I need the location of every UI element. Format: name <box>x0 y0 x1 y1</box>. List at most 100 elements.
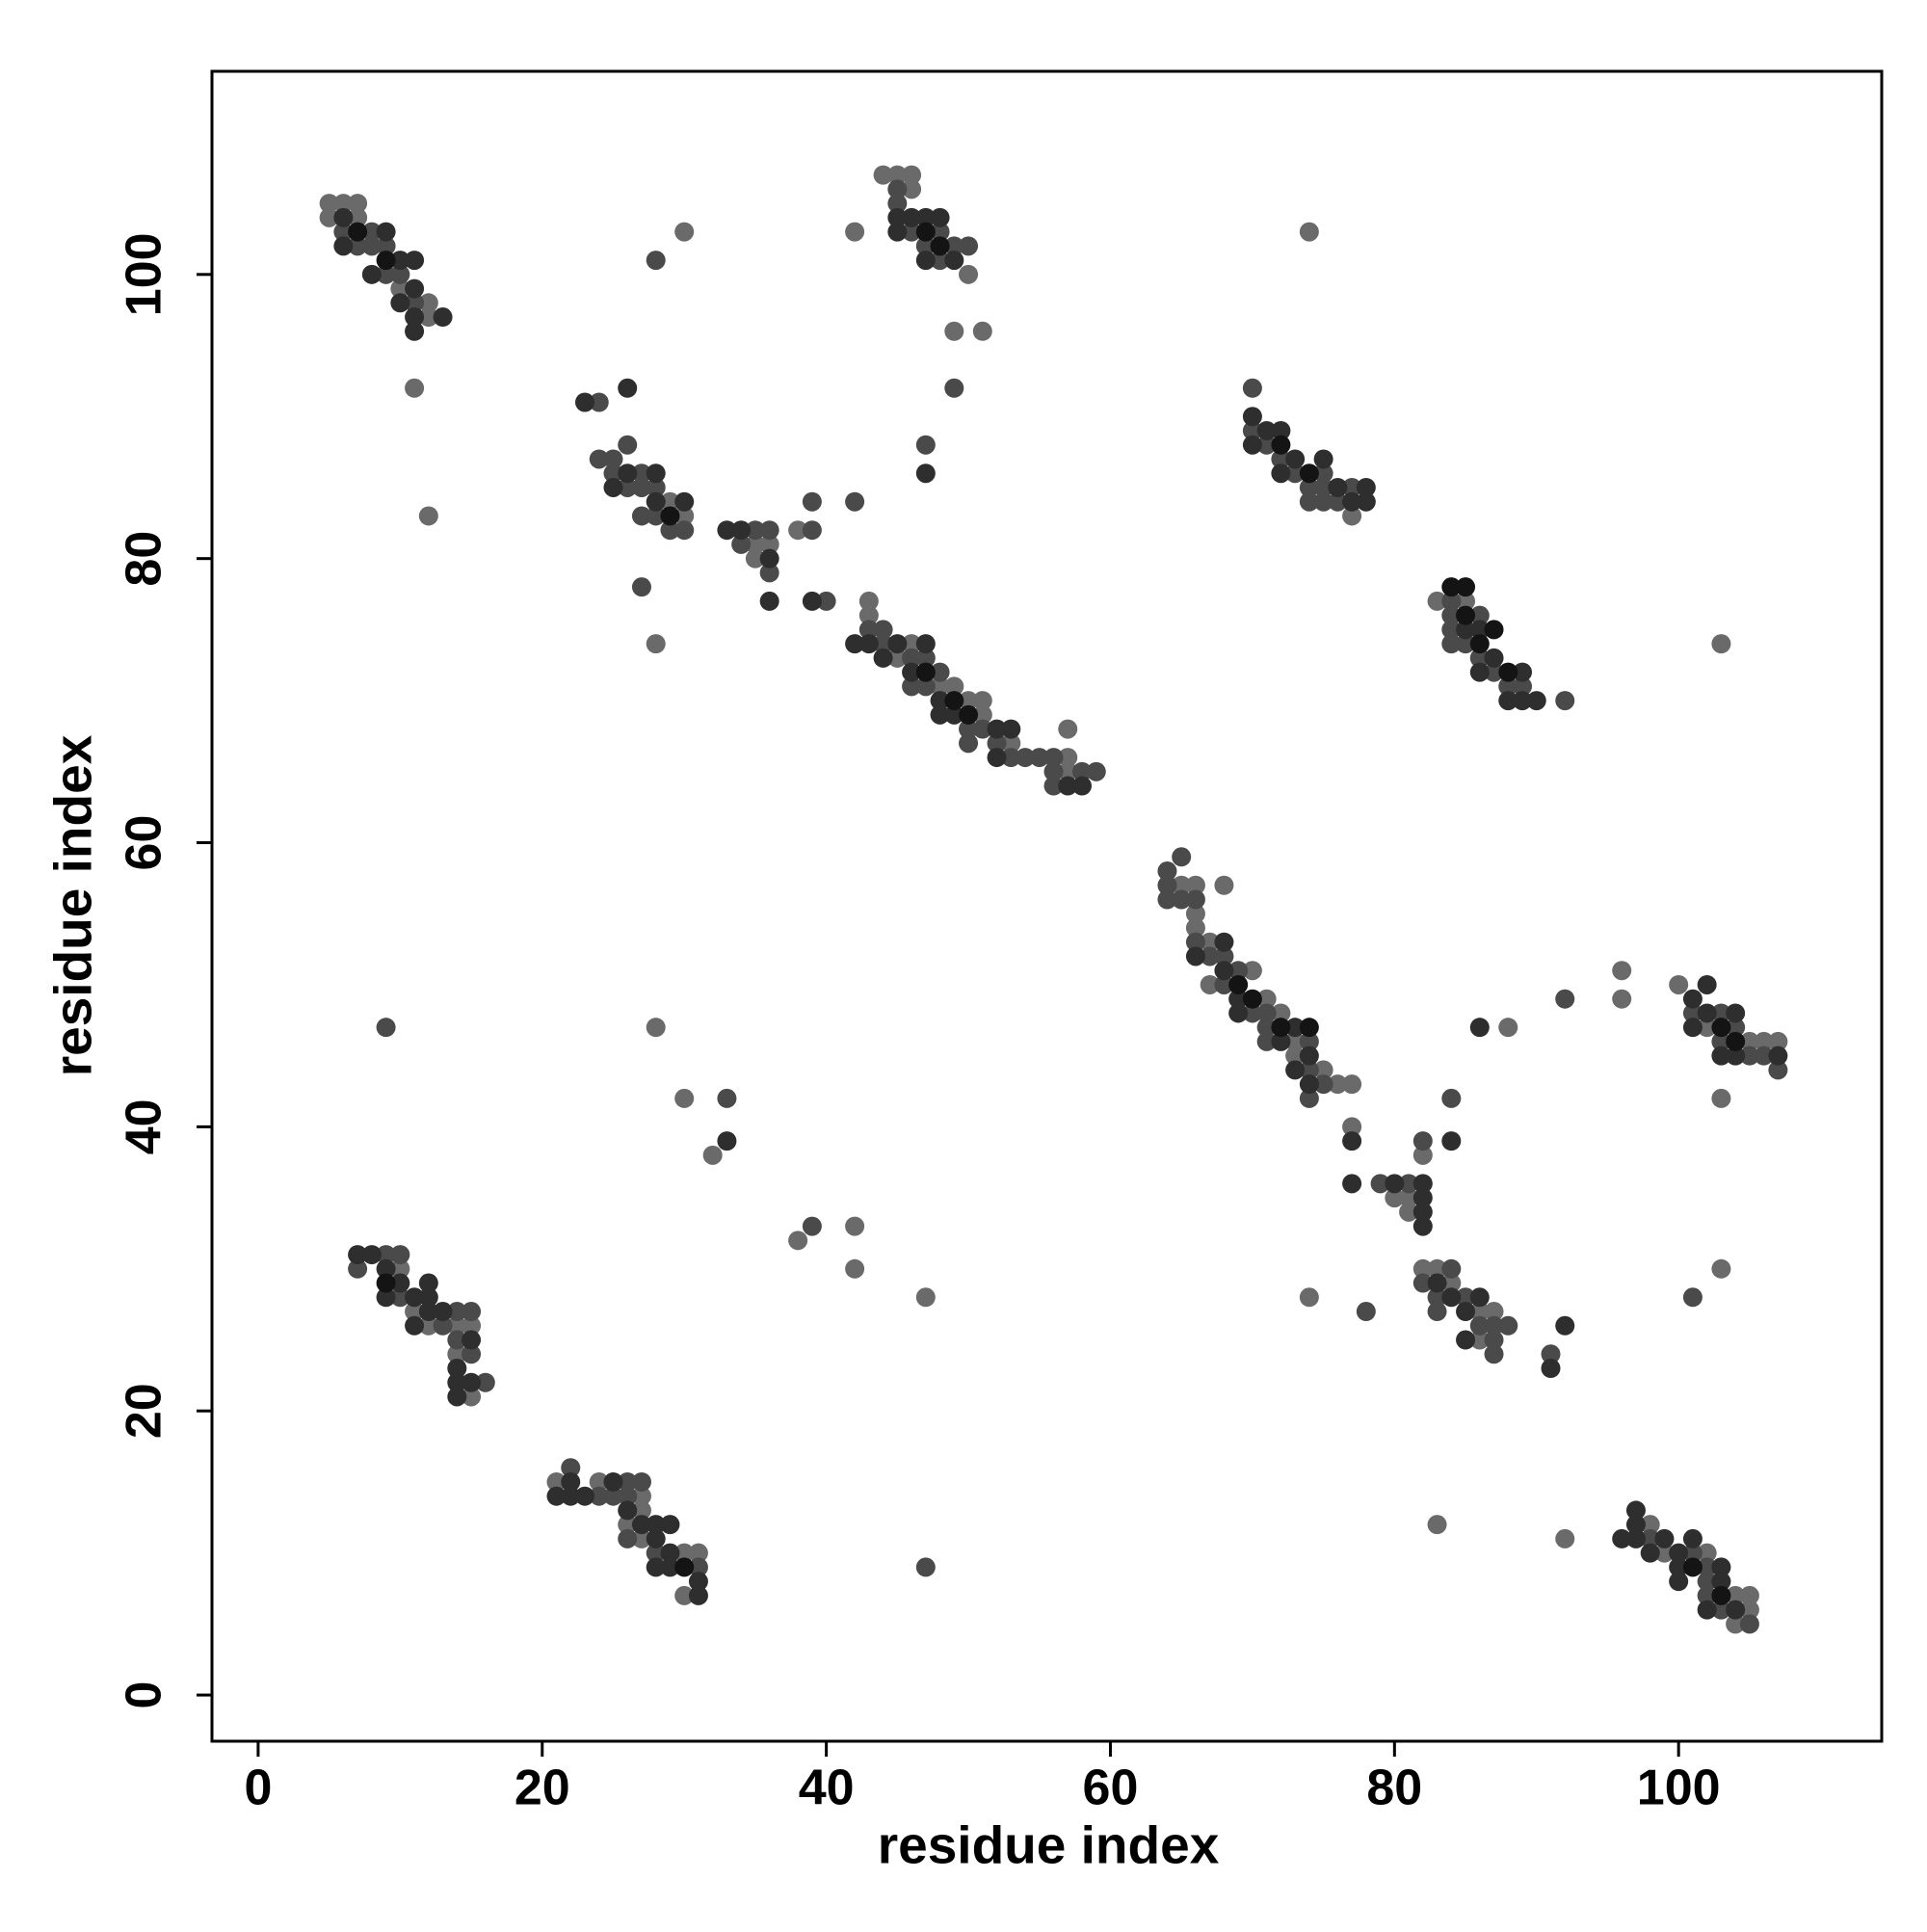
point <box>915 648 936 668</box>
point <box>1697 974 1717 994</box>
point <box>1185 904 1205 924</box>
point <box>674 1088 695 1108</box>
point <box>1711 1585 1731 1605</box>
point <box>405 378 425 398</box>
point <box>1200 946 1220 966</box>
point <box>1029 748 1049 768</box>
point <box>959 691 979 711</box>
point <box>418 1315 438 1336</box>
point <box>1242 961 1262 981</box>
point <box>788 520 808 541</box>
point <box>1299 1045 1319 1066</box>
point <box>731 534 752 554</box>
point <box>759 548 779 569</box>
point <box>1469 1018 1490 1038</box>
point <box>405 1302 425 1322</box>
point <box>1256 989 1277 1009</box>
point <box>1682 1018 1703 1038</box>
point <box>1726 1614 1746 1634</box>
point <box>462 1330 482 1350</box>
point <box>858 591 879 611</box>
point <box>589 392 609 412</box>
point <box>1342 1174 1362 1194</box>
point <box>1726 1585 1746 1605</box>
point <box>1739 1585 1759 1605</box>
point <box>631 477 651 497</box>
point <box>1001 719 1021 739</box>
point <box>1271 420 1291 440</box>
point <box>1313 1074 1333 1095</box>
point <box>1441 1258 1462 1279</box>
point <box>788 1231 808 1251</box>
point <box>1541 1359 1561 1379</box>
point <box>1484 1344 1504 1364</box>
point <box>1328 1074 1348 1095</box>
point <box>1456 620 1476 640</box>
point <box>887 634 908 654</box>
point <box>1043 761 1064 781</box>
point <box>1640 1515 1660 1535</box>
y-tick-label: 0 <box>117 1681 172 1709</box>
point <box>1441 634 1462 654</box>
point <box>944 676 964 697</box>
point <box>405 251 425 271</box>
point <box>1498 662 1518 682</box>
point <box>646 251 666 271</box>
point <box>1412 1216 1433 1236</box>
point <box>1711 1045 1731 1066</box>
point <box>1285 1018 1306 1038</box>
point <box>915 662 936 682</box>
point <box>1456 1287 1476 1308</box>
point <box>1299 1287 1319 1308</box>
point <box>944 251 964 271</box>
point <box>688 1543 708 1563</box>
point <box>447 1372 467 1392</box>
point <box>1370 1174 1390 1194</box>
point <box>1456 605 1476 625</box>
point <box>433 1302 453 1322</box>
point <box>845 1258 865 1279</box>
point <box>930 662 950 682</box>
point <box>646 1543 666 1563</box>
point <box>646 1557 666 1577</box>
point <box>759 563 779 583</box>
point <box>1356 1302 1376 1322</box>
point <box>1682 1003 1703 1023</box>
point <box>1256 1031 1277 1051</box>
point <box>1285 1045 1306 1066</box>
point <box>902 179 922 199</box>
point <box>845 222 865 242</box>
point <box>1555 1315 1575 1336</box>
point <box>902 222 922 242</box>
x-tick-label: 100 <box>1637 1760 1721 1816</box>
point <box>674 1585 695 1605</box>
point <box>390 293 410 313</box>
point <box>972 719 992 739</box>
point <box>972 704 992 725</box>
point <box>674 222 695 242</box>
plot-frame <box>210 69 1884 1743</box>
point <box>447 1359 467 1379</box>
point <box>1427 1515 1447 1535</box>
point <box>1484 1315 1504 1336</box>
point <box>1228 961 1249 981</box>
point <box>1697 1557 1717 1577</box>
point <box>631 1500 651 1521</box>
point <box>660 1557 680 1577</box>
point <box>561 1486 581 1506</box>
point <box>1625 1500 1646 1521</box>
point <box>433 307 453 328</box>
point <box>390 264 410 284</box>
point <box>858 620 879 640</box>
point <box>930 676 950 697</box>
point <box>376 236 396 256</box>
point <box>1412 1174 1433 1194</box>
point <box>1342 1117 1362 1137</box>
point <box>1313 477 1333 497</box>
point <box>944 378 964 398</box>
point <box>972 691 992 711</box>
point <box>1513 662 1533 682</box>
point <box>1739 1031 1759 1051</box>
point <box>418 1302 438 1322</box>
point <box>646 1515 666 1535</box>
